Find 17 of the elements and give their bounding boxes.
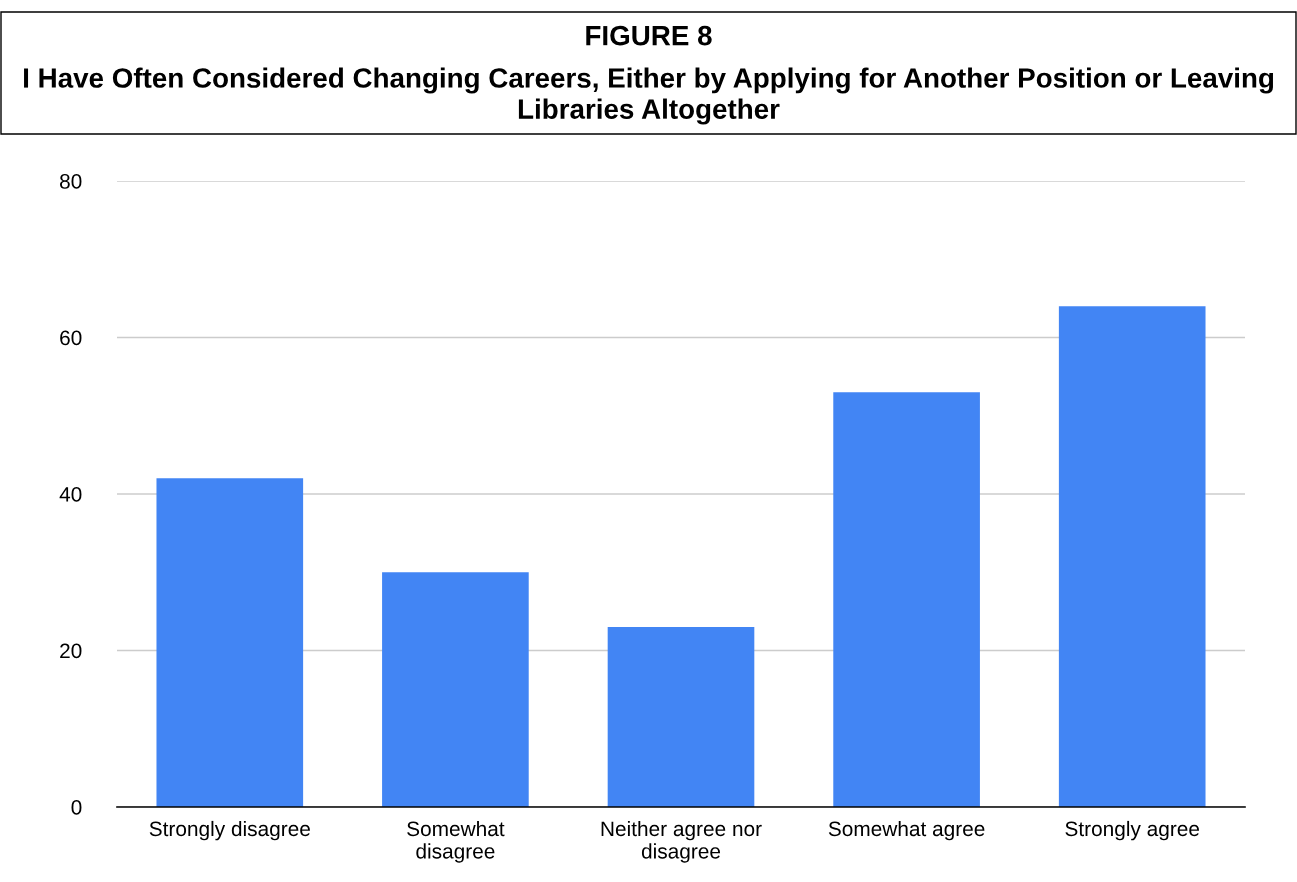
bar (833, 392, 980, 807)
x-tick-label: Strongly agree (1065, 820, 1200, 841)
y-tick-label: 60 (60, 330, 82, 346)
chart-subtitle: I Have Often Considered Changing Careers, Either by Applying for Another Position or Leaving Libraries Altogether (24, 67, 1274, 125)
bar (607, 627, 755, 807)
y-tick-label: 20 (60, 643, 82, 659)
x-tick-label: Strongly disagree (149, 820, 310, 841)
y-tick-label: 0 (71, 800, 82, 815)
x-tick-label: Somewhat disagree (407, 820, 505, 863)
bar (382, 572, 529, 807)
bar (1058, 306, 1206, 807)
chart-title: FIGURE 8 (586, 25, 712, 46)
x-tick-label: Somewhat agree (828, 820, 985, 841)
y-tick-label: 80 (60, 174, 82, 189)
y-tick-label: 40 (59, 487, 82, 502)
x-tick-label: Neither agree nor disagree (601, 820, 762, 863)
bar (156, 478, 304, 807)
